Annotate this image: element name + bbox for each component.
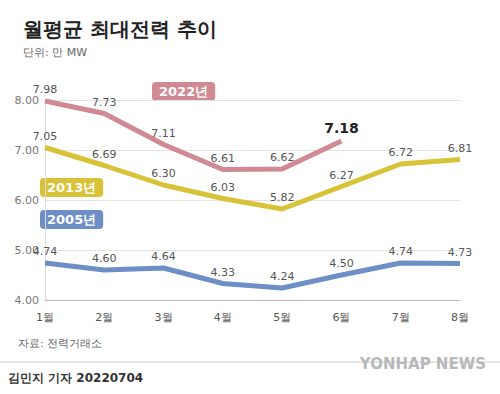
svg-text:YONHAP NEWS: YONHAP NEWS: [359, 355, 486, 373]
svg-text:7.18: 7.18: [324, 120, 359, 136]
svg-text:6.00: 6.00: [15, 194, 40, 207]
svg-text:6.30: 6.30: [151, 167, 176, 180]
svg-text:2022년: 2022년: [159, 84, 208, 99]
svg-text:5월: 5월: [273, 311, 291, 324]
svg-text:5.82: 5.82: [270, 191, 295, 204]
svg-text:3월: 3월: [155, 311, 173, 324]
svg-text:7.11: 7.11: [151, 127, 176, 140]
svg-text:7.05: 7.05: [33, 130, 58, 143]
svg-text:5.00: 5.00: [14, 243, 39, 257]
svg-text:6.81: 6.81: [448, 142, 473, 155]
svg-text:6월: 6월: [332, 311, 350, 324]
svg-text:2월: 2월: [95, 311, 113, 324]
svg-text:7.00: 7.00: [15, 144, 40, 157]
svg-text:4.24: 4.24: [270, 270, 295, 283]
svg-text:4.73: 4.73: [448, 246, 473, 259]
svg-text:6.27: 6.27: [329, 169, 354, 182]
svg-text:4.33: 4.33: [211, 266, 236, 279]
svg-text:2013년: 2013년: [47, 180, 96, 195]
svg-text:6.69: 6.69: [92, 148, 117, 161]
svg-text:2005년: 2005년: [47, 212, 96, 227]
svg-text:6.62: 6.62: [270, 151, 295, 164]
svg-text:7.98: 7.98: [33, 83, 58, 96]
svg-text:4.60: 4.60: [92, 252, 117, 265]
svg-text:4.64: 4.64: [151, 250, 176, 263]
svg-text:4.00: 4.00: [15, 294, 40, 307]
svg-text:7월: 7월: [392, 311, 410, 324]
svg-text:6.72: 6.72: [388, 146, 413, 159]
svg-text:6.61: 6.61: [211, 152, 236, 165]
svg-text:자료: 전력거래소: 자료: 전력거래소: [18, 337, 102, 350]
svg-text:월평균 최대전력 추이: 월평균 최대전력 추이: [23, 17, 217, 41]
svg-text:7.73: 7.73: [92, 96, 117, 109]
svg-text:4.74: 4.74: [388, 245, 413, 258]
svg-text:김민지 기자 20220704: 김민지 기자 20220704: [8, 371, 143, 385]
svg-text:4월: 4월: [214, 311, 232, 324]
svg-text:4.50: 4.50: [329, 257, 354, 270]
svg-text:6.03: 6.03: [211, 181, 236, 194]
svg-text:1월: 1월: [36, 311, 54, 324]
svg-text:단위: 만 MW: 단위: 만 MW: [23, 46, 87, 59]
svg-text:4.74: 4.74: [33, 245, 58, 258]
svg-text:8월: 8월: [451, 311, 469, 324]
svg-text:8.00: 8.00: [14, 93, 39, 107]
